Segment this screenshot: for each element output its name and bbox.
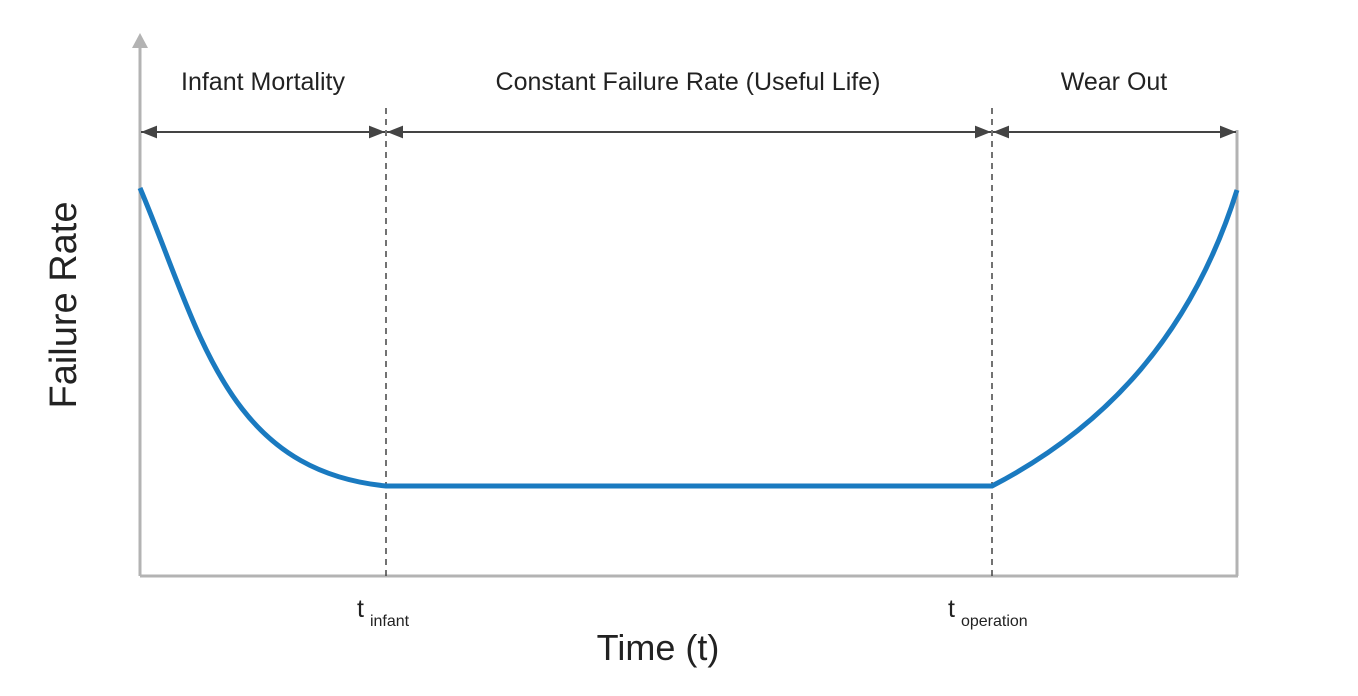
region-label: Constant Failure Rate (Useful Life) xyxy=(496,68,881,96)
region-label: Wear Out xyxy=(1061,68,1168,96)
marker-subscript: operation xyxy=(961,613,1028,630)
bathtub-curve xyxy=(137,187,1240,489)
marker-subscript: infant xyxy=(370,613,410,630)
region-label: Infant Mortality xyxy=(181,68,345,96)
marker-label: t infant xyxy=(357,595,410,630)
y-axis-label: Failure Rate xyxy=(43,202,85,409)
marker-symbol: t xyxy=(357,595,364,623)
y-axis-arrow xyxy=(132,33,148,48)
x-axis-label: Time (t) xyxy=(597,627,720,668)
marker-symbol: t xyxy=(948,595,955,623)
marker-label: t operation xyxy=(948,595,1028,630)
